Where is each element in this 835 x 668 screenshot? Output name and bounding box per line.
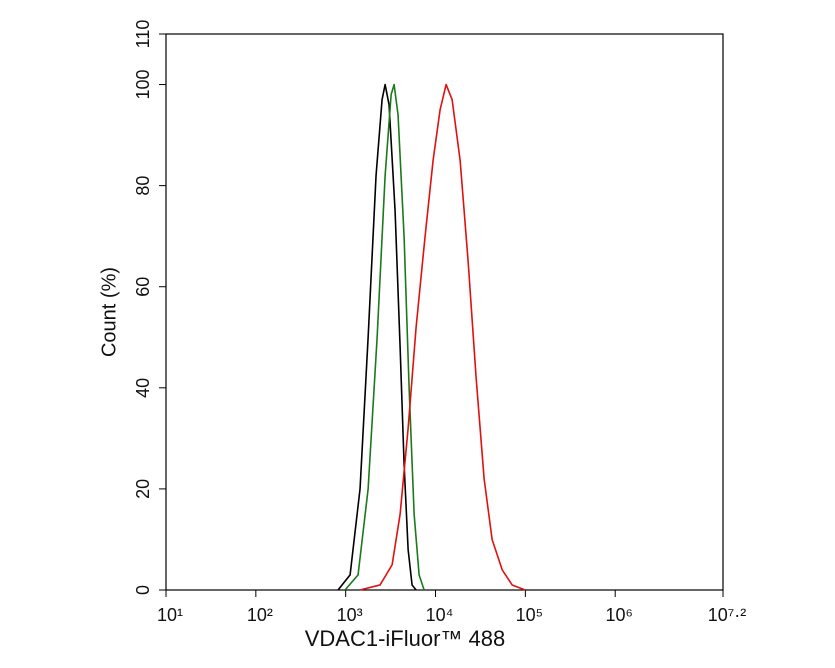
x-tick-label: 10⁵ [516,605,543,625]
x-tick-label: 10³ [337,605,363,625]
y-tick-label: 0 [133,585,153,595]
y-tick-label: 100 [133,70,153,100]
x-axis-title: VDAC1-iFluor™ 488 [305,626,506,651]
plot-frame [165,33,724,591]
histogram-curve [359,83,526,591]
histogram-curve [337,83,417,591]
x-tick-label: 10⁷·² [708,605,747,625]
y-tick-label: 20 [133,479,153,499]
y-tick-label: 110 [133,20,153,49]
y-tick-label: 80 [133,176,153,196]
y-tick-label: 60 [133,277,153,297]
x-tick-label: 10¹ [157,605,183,625]
x-tick-label: 10² [247,605,273,625]
histogram-curve [344,83,425,591]
x-tick-label: 10⁶ [605,605,632,625]
x-tick-label: 10⁴ [426,605,454,625]
y-tick-label: 40 [133,378,153,398]
y-axis-title: Count (%) [98,267,120,357]
